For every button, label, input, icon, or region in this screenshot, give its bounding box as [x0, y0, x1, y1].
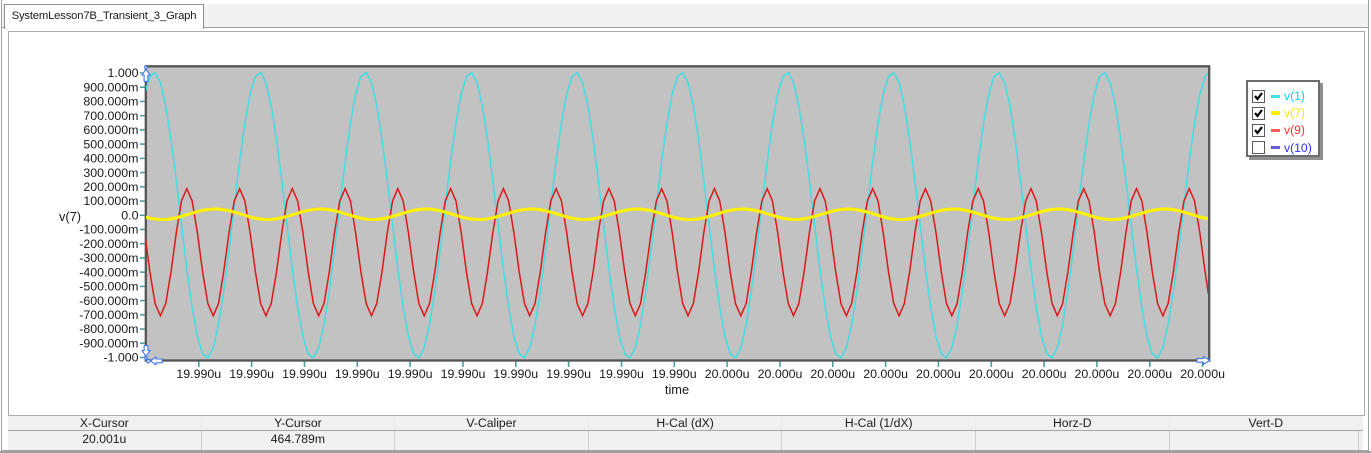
svg-text:-200.000m: -200.000m: [79, 237, 138, 251]
svg-text:20.000u: 20.000u: [810, 367, 855, 381]
svg-text:20.000u: 20.000u: [705, 367, 750, 381]
svg-text:19.990u: 19.990u: [388, 367, 433, 381]
svg-text:20.000u: 20.000u: [1127, 367, 1172, 381]
svg-text:-700.000m: -700.000m: [79, 308, 138, 322]
svg-text:700.000m: 700.000m: [83, 109, 138, 123]
svg-text:20.000u: 20.000u: [758, 367, 803, 381]
svg-text:19.990u: 19.990u: [599, 367, 644, 381]
svg-text:0.0: 0.0: [121, 208, 138, 222]
svg-text:19.990u: 19.990u: [546, 367, 591, 381]
svg-text:-500.000m: -500.000m: [79, 280, 138, 294]
svg-text:-900.000m: -900.000m: [79, 337, 138, 351]
svg-text:300.000m: 300.000m: [83, 166, 138, 180]
svg-text:-400.000m: -400.000m: [79, 265, 138, 279]
svg-text:19.990u: 19.990u: [176, 367, 221, 381]
svg-text:-800.000m: -800.000m: [79, 322, 138, 336]
svg-text:19.990u: 19.990u: [335, 367, 380, 381]
svg-text:20.000u: 20.000u: [1022, 367, 1067, 381]
svg-text:-300.000m: -300.000m: [79, 251, 138, 265]
svg-text:v(7): v(7): [59, 209, 81, 224]
svg-text:600.000m: 600.000m: [83, 123, 138, 137]
svg-text:19.990u: 19.990u: [441, 367, 486, 381]
svg-text:20.000u: 20.000u: [969, 367, 1014, 381]
svg-text:200.000m: 200.000m: [83, 180, 138, 194]
svg-text:20.000u: 20.000u: [1075, 367, 1120, 381]
svg-text:900.000m: 900.000m: [83, 80, 138, 94]
svg-text:20.000u: 20.000u: [916, 367, 961, 381]
svg-text:400.000m: 400.000m: [83, 152, 138, 166]
svg-text:19.990u: 19.990u: [282, 367, 327, 381]
svg-text:time: time: [665, 382, 689, 397]
svg-text:19.990u: 19.990u: [493, 367, 538, 381]
svg-text:19.990u: 19.990u: [652, 367, 697, 381]
svg-text:500.000m: 500.000m: [83, 137, 138, 151]
svg-text:20.000u: 20.000u: [1180, 367, 1225, 381]
svg-text:1.000: 1.000: [107, 66, 138, 80]
svg-text:-1.000: -1.000: [103, 351, 138, 365]
svg-text:100.000m: 100.000m: [83, 194, 138, 208]
svg-text:-100.000m: -100.000m: [79, 223, 138, 237]
svg-text:19.990u: 19.990u: [229, 367, 274, 381]
svg-text:-600.000m: -600.000m: [79, 294, 138, 308]
svg-text:800.000m: 800.000m: [83, 95, 138, 109]
svg-text:20.000u: 20.000u: [863, 367, 908, 381]
